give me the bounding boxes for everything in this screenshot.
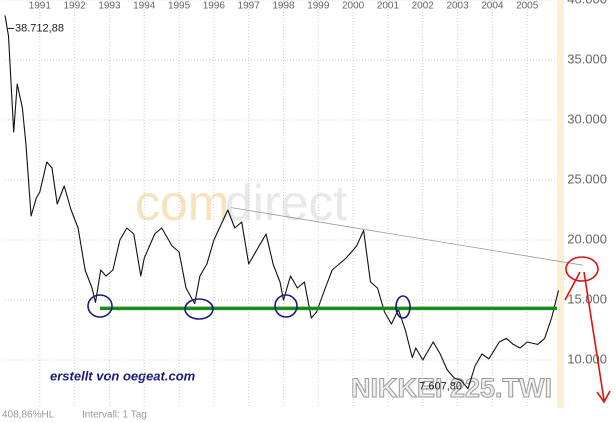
support-circle — [274, 294, 298, 318]
y-tick-label: 15.000 — [567, 291, 607, 306]
arrow-down — [583, 271, 605, 401]
min-label: 7.607,80 — [419, 381, 462, 393]
credit: erstellt von oegeat.com — [50, 368, 196, 383]
x-tick-label: 2005 — [516, 1, 539, 12]
y-tick-label: 10.000 — [567, 351, 607, 366]
support-circle — [395, 295, 411, 319]
x-tick-label: 1991 — [29, 1, 52, 12]
x-tick-label: 1997 — [238, 1, 261, 12]
x-tick-label: 1992 — [64, 1, 87, 12]
x-tick-label: 1996 — [203, 1, 226, 12]
arrow-up — [564, 271, 581, 301]
y-tick-label: 40.000 — [567, 0, 607, 6]
x-tick-label: 2001 — [377, 1, 400, 12]
x-tick-label: 1993 — [98, 1, 121, 12]
watermark-direct: direct — [225, 175, 347, 231]
x-tick-label: 2002 — [412, 1, 435, 12]
y-tick-label: 35.000 — [567, 51, 607, 66]
x-tick-label: 2003 — [446, 1, 469, 12]
target-circle — [565, 256, 599, 282]
max-label: 38.712,88 — [15, 22, 64, 34]
footer-interval: Intervall: 1 Tag — [82, 410, 147, 421]
x-tick-label: 1999 — [307, 1, 330, 12]
support-circle — [184, 298, 214, 320]
price-line — [4, 15, 560, 390]
symbol-label: NIKKEI 225.TWI — [351, 373, 552, 403]
y-tick-label: 20.000 — [567, 231, 607, 246]
trendline — [231, 207, 583, 266]
watermark-com: com — [135, 175, 229, 231]
x-tick-label: 1994 — [133, 1, 156, 12]
x-tick-label: 2004 — [481, 1, 504, 12]
y-tick-label: 30.000 — [567, 111, 607, 126]
y-tick-label: 25.000 — [567, 171, 607, 186]
x-tick-label: 1998 — [272, 1, 295, 12]
x-tick-label: 1995 — [168, 1, 191, 12]
red-annotations — [564, 256, 611, 404]
support-circle — [87, 294, 113, 318]
x-tick-label: 2000 — [342, 1, 365, 12]
axis-band — [557, 0, 564, 408]
circle-annotations — [87, 294, 411, 320]
footer-hl: 408,86%HL — [2, 410, 55, 421]
arrow-head — [596, 390, 611, 404]
